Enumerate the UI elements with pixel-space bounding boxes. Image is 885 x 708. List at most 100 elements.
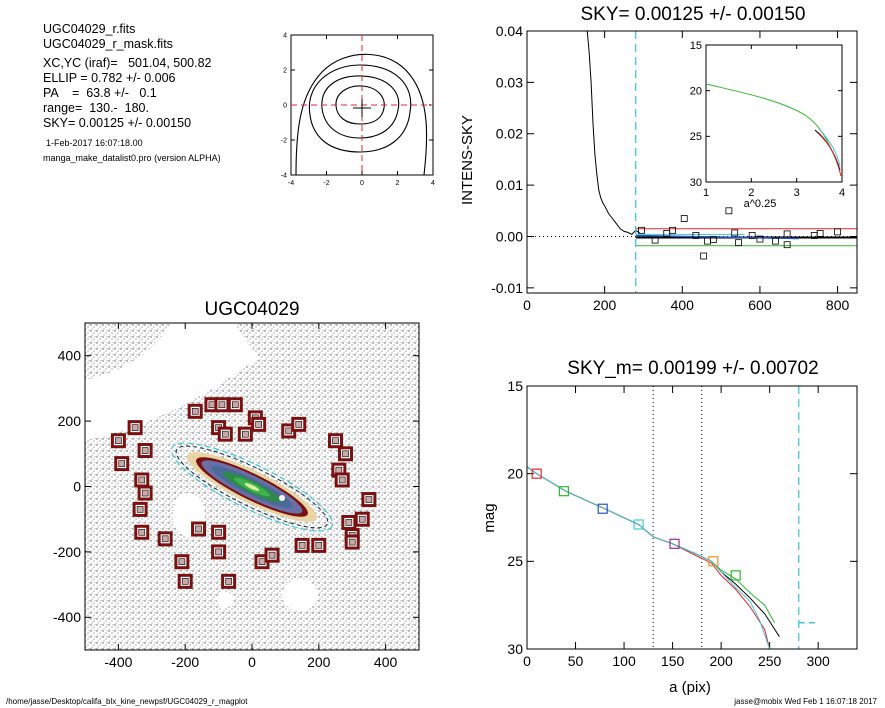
info-center: XC,YC (iraf)= 501.04, 500.82 — [43, 56, 212, 70]
x-tick-label: 400 — [671, 297, 695, 313]
x-tick-label: 4 — [431, 180, 435, 187]
x-tick-label: 0 — [523, 297, 531, 313]
info-date: 1-Feb-2017 16:07:18.00 — [46, 138, 143, 148]
info-mask-file: UGC04029_r_mask.fits — [43, 37, 173, 51]
mag-marker — [730, 570, 741, 581]
x-tick-label: -2 — [323, 180, 329, 187]
sky-box-inner — [242, 430, 249, 438]
y-tick-label: -200 — [53, 544, 81, 560]
sky-box-inner — [141, 489, 149, 497]
mag-ylabel: mag — [481, 503, 498, 532]
x-tick-label: 100 — [612, 653, 636, 669]
x-tick-label: -400 — [104, 654, 132, 670]
y-tick-label: 0.04 — [496, 23, 523, 39]
info-ellip: ELLIP = 0.782 +/- 0.006 — [43, 71, 176, 85]
sky-box-inner — [215, 528, 222, 536]
y-tick-label: 15 — [507, 378, 523, 394]
sky-sample-point — [735, 239, 742, 247]
info-file: UGC04029_r.fits — [43, 22, 136, 36]
sky-frame — [526, 30, 858, 294]
info-program: manga_make_datalist0.pro (version ALPHA) — [43, 153, 221, 163]
image-star-mask — [259, 447, 265, 453]
mag-panel: SKY_m= 0.00199 +/- 0.00702 mag a (pix) 0… — [481, 358, 858, 696]
sky-box-inner — [338, 476, 346, 484]
sky-box-inner — [342, 450, 349, 458]
y-tick-label: 2 — [283, 67, 287, 74]
sky-box-inner — [335, 466, 343, 474]
x-tick-label: 4 — [839, 187, 845, 199]
sky-box-inner — [285, 427, 293, 435]
x-tick-label: 800 — [826, 297, 850, 313]
inset-frame — [705, 44, 843, 183]
sky-box-inner — [232, 401, 239, 409]
sky-box-inner — [358, 515, 366, 523]
sky-box-inner — [136, 506, 144, 513]
sky-box-inner — [365, 496, 373, 503]
contour-panel: -4 -2 0 2 4 -4 -2 0 2 4 — [281, 32, 435, 187]
outer-ellipse-dark — [175, 445, 329, 529]
sky-box-inner — [138, 528, 146, 536]
sky-box-inner — [118, 460, 126, 467]
sky-box-inner — [348, 538, 356, 546]
x-tick-label: 0 — [523, 653, 531, 669]
x-tick-label: 3 — [794, 187, 800, 199]
sky-box-inner — [345, 519, 353, 526]
galaxy-core — [244, 483, 260, 491]
mag-marker — [558, 486, 569, 497]
inset-red-curve — [817, 131, 842, 177]
outer-ellipse — [170, 442, 334, 532]
inset-cyan-curve — [819, 129, 841, 167]
footer-stamp: jasse@mobix Wed Feb 1 16:07:18 2017 — [733, 697, 877, 706]
sky-box-inner — [255, 421, 262, 428]
mag-marker — [597, 503, 608, 514]
y-tick-label: 0.02 — [496, 126, 523, 142]
sky-box-inner — [141, 447, 149, 454]
sky-box-inner — [131, 424, 139, 431]
sky-sample-point — [783, 241, 791, 249]
info-sky: SKY= 0.00125 +/- 0.00150 — [43, 116, 192, 130]
sky-sample-point — [834, 228, 841, 236]
x-tick-label: -200 — [171, 654, 199, 670]
x-tick-label: 300 — [806, 653, 830, 669]
y-tick-label: 20 — [507, 466, 523, 482]
y-tick-label: 0.03 — [496, 74, 523, 90]
y-tick-label: 20 — [690, 86, 702, 98]
y-tick-label: 15 — [690, 40, 702, 52]
sky-title: SKY= 0.00125 +/- 0.00150 — [580, 4, 805, 25]
mag-marker — [633, 519, 644, 530]
sky-sample-point — [669, 226, 676, 234]
y-tick-label: 0 — [283, 102, 287, 109]
mag-profile-cyan — [527, 466, 771, 649]
mag-profile-black — [527, 466, 780, 637]
sky-box-inner — [225, 578, 232, 585]
sky-box-inner — [218, 401, 226, 409]
x-tick-label: 1 — [703, 187, 709, 199]
sky-sample-point — [700, 252, 708, 260]
sky-sample-point — [692, 232, 700, 239]
mag-xlabel: a (pix) — [669, 679, 711, 696]
x-tick-label: 200 — [307, 654, 331, 670]
y-tick-label: 0.00 — [496, 228, 523, 244]
sky-box-inner — [191, 407, 199, 415]
inset-green-curve — [706, 83, 839, 166]
sky-box-inner — [332, 437, 339, 445]
sky-sample-point — [816, 230, 824, 237]
x-tick-label: 150 — [661, 653, 685, 669]
x-tick-label: 2 — [396, 180, 400, 187]
sky-sample-point — [725, 207, 733, 215]
sky-box-inner — [178, 558, 186, 566]
sky-inset: 1 2 3 4 15 20 25 30 a^0.25 — [690, 40, 845, 210]
mag-marker — [708, 556, 719, 567]
y-tick-label: 30 — [690, 177, 702, 189]
y-tick-label: 0.01 — [496, 177, 523, 193]
mag-marker — [669, 538, 680, 549]
sky-sample-point — [756, 235, 764, 243]
image-noise-upper-left — [85, 323, 170, 380]
contour-level-2 — [321, 75, 400, 139]
sky-box-inner — [181, 578, 189, 585]
sky-sample-point — [783, 230, 791, 238]
x-tick-label: -4 — [288, 180, 294, 187]
sky-box-inner — [221, 430, 229, 438]
x-tick-label: 200 — [593, 297, 617, 313]
